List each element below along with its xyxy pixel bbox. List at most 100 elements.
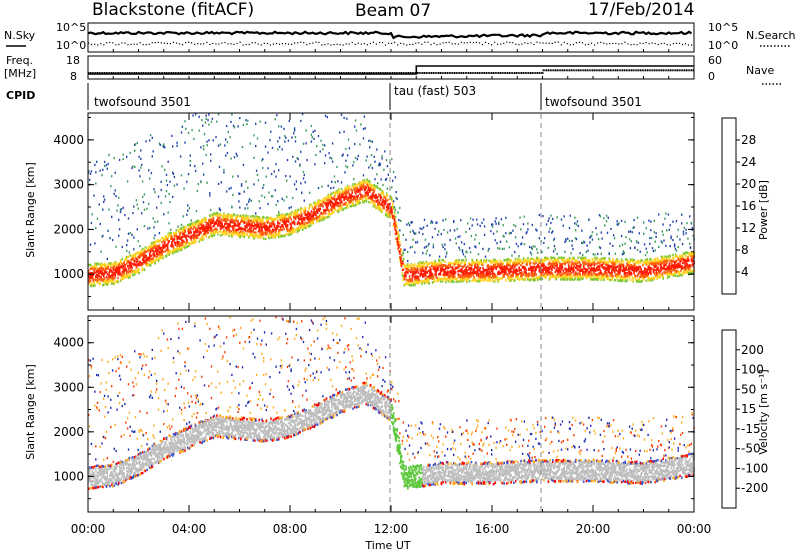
echo-point: [294, 160, 297, 163]
noise-search-point: [248, 43, 250, 46]
echo-point: [113, 192, 115, 195]
echo-point: [115, 264, 117, 267]
echo-point: [164, 240, 166, 243]
noise-search-point: [166, 42, 168, 45]
echo-point: [129, 151, 131, 155]
nave-point: [430, 72, 433, 74]
echo-point: [133, 270, 135, 273]
echo-point: [465, 266, 467, 269]
echo-point: [395, 237, 398, 240]
echo-point: [471, 279, 474, 283]
echo-point: [316, 211, 319, 214]
echo-point: [490, 230, 492, 233]
echo-point: [284, 220, 286, 223]
nave-point: [156, 72, 159, 74]
echo-point: [322, 143, 324, 146]
echo-point: [532, 279, 535, 282]
cpid-label: CPID: [6, 89, 35, 102]
echo-point: [552, 266, 554, 269]
echo-point: [354, 184, 357, 187]
nave-point: [130, 72, 132, 74]
echo-point: [308, 217, 310, 221]
echo-point: [438, 261, 441, 265]
echo-point: [430, 264, 433, 268]
echo-point: [213, 228, 216, 231]
echo-point: [495, 265, 497, 268]
echo-point: [332, 211, 335, 214]
echo-point: [420, 265, 422, 268]
echo-point: [232, 175, 234, 178]
noise-search-point: [212, 42, 214, 44]
echo-point: [463, 260, 466, 264]
echo-point: [176, 235, 178, 239]
echo-point: [294, 216, 297, 219]
echo-point: [270, 172, 273, 176]
echo-point: [542, 273, 544, 277]
nave-point: [630, 69, 633, 72]
echo-point: [452, 267, 454, 270]
echo-point: [203, 230, 206, 233]
nave-point: [151, 72, 153, 74]
echo-point: [175, 232, 178, 235]
echo-point: [151, 247, 154, 250]
echo-point: [187, 173, 190, 176]
echo-point: [232, 213, 235, 216]
echo-point: [160, 180, 162, 183]
nave-point: [639, 69, 641, 72]
echo-point: [471, 271, 474, 275]
echo-point: [519, 216, 521, 219]
echo-point: [499, 265, 502, 268]
echo-point: [422, 264, 425, 268]
noise-search-point: [651, 42, 653, 44]
echo-point: [511, 277, 513, 281]
echo-point: [134, 254, 137, 257]
echo-point: [288, 213, 291, 216]
echo-point: [232, 124, 235, 127]
nave-point: [637, 69, 640, 72]
noise-search-point: [391, 42, 393, 44]
echo-point: [96, 160, 98, 163]
echo-point: [249, 219, 252, 222]
echo-point: [502, 270, 505, 273]
noise-search-point: [233, 43, 235, 45]
echo-point: [475, 266, 477, 269]
echo-point: [263, 231, 265, 235]
echo-point: [407, 259, 409, 263]
echo-point: [289, 216, 292, 219]
echo-point: [104, 268, 107, 271]
echo-point: [330, 187, 332, 190]
echo-point: [195, 209, 198, 213]
echo-point: [241, 219, 244, 223]
echo-point: [115, 267, 117, 271]
echo-point: [198, 227, 201, 230]
echo-point: [368, 187, 370, 190]
echo-point: [283, 219, 285, 222]
echo-point: [257, 223, 260, 226]
echo-point: [364, 127, 366, 130]
freq-label: Freq.: [6, 54, 33, 67]
echo-point: [143, 261, 146, 264]
echo-point: [128, 251, 131, 254]
echo-point: [331, 180, 333, 183]
echo-point: [340, 207, 343, 210]
echo-point: [297, 208, 299, 212]
echo-point: [359, 143, 361, 146]
echo-point: [178, 246, 180, 249]
echo-point: [492, 267, 495, 270]
echo-point: [403, 263, 406, 267]
echo-point: [374, 187, 376, 190]
echo-point: [392, 207, 395, 210]
echo-point: [387, 211, 390, 215]
echo-point: [123, 262, 125, 265]
echo-point: [273, 225, 276, 228]
echo-point: [138, 252, 140, 256]
echo-point: [534, 268, 536, 271]
echo-point: [114, 262, 117, 265]
echo-point: [373, 188, 376, 192]
echo-point: [158, 232, 161, 235]
echo-point: [415, 270, 418, 273]
echo-point: [111, 270, 113, 273]
echo-point: [270, 230, 273, 233]
echo-point: [468, 272, 470, 275]
echo-point: [386, 194, 389, 197]
